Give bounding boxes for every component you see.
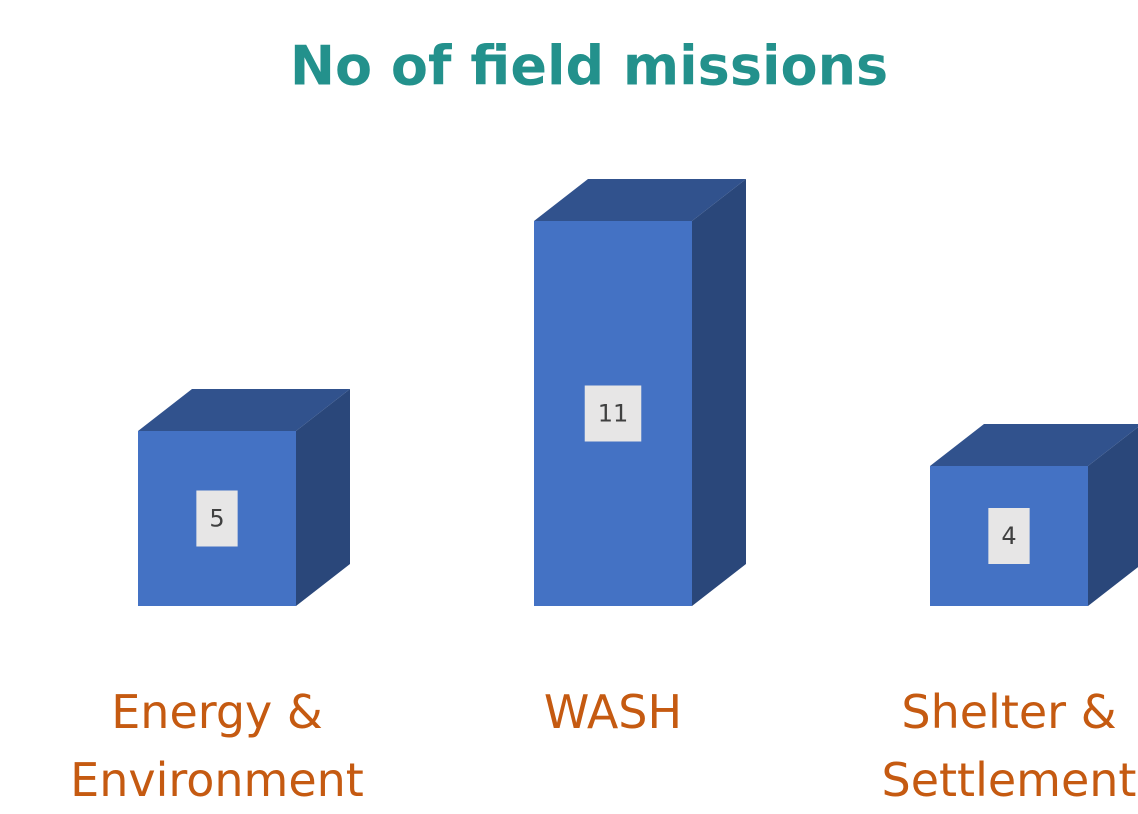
bar-top [930, 424, 1138, 466]
bar-side [1088, 427, 1138, 606]
value-label-box [988, 508, 1030, 564]
bar-top [138, 389, 350, 431]
value-label: 4 [1001, 522, 1016, 550]
value-label: 11 [598, 400, 629, 428]
x-tick-label: Energy & Environment [70, 685, 364, 807]
value-label-box [196, 490, 238, 547]
value-label-box [584, 385, 642, 442]
bar [930, 424, 1138, 606]
x-tick-label: WASH [543, 685, 683, 739]
bar-side [692, 179, 746, 606]
value-label: 5 [209, 505, 224, 533]
bar-side [296, 389, 350, 606]
chart-title: No of field missions [290, 35, 888, 98]
bar [138, 389, 350, 606]
x-tick-label: Shelter & Settlement [881, 685, 1137, 807]
bar-top [534, 179, 746, 221]
